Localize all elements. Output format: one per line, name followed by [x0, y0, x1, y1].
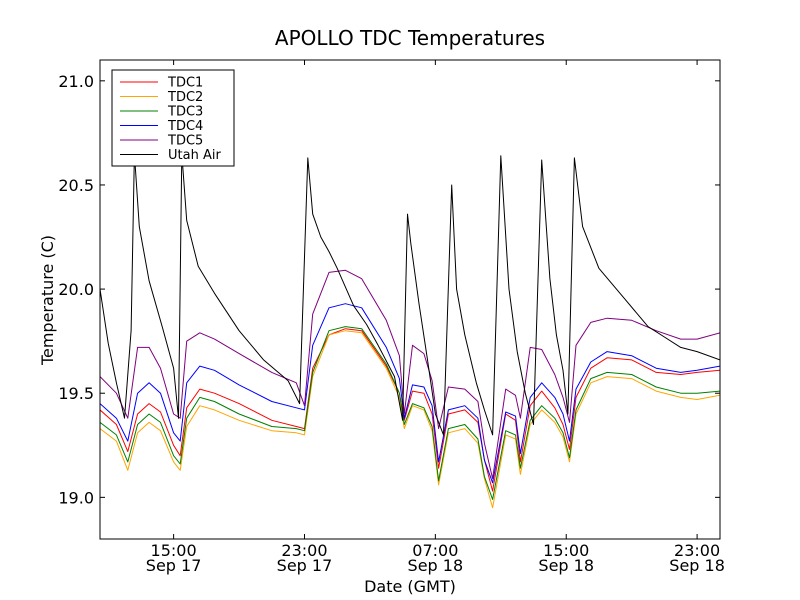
y-tick-label: 19.0 [58, 488, 94, 507]
x-tick-time-label: 15:00 [543, 541, 589, 560]
x-tick-date-label: Sep 18 [408, 556, 464, 575]
series-line-tdc4 [100, 303, 720, 484]
y-axis-title: Temperature (C) [38, 235, 57, 366]
x-tick-time-label: 23:00 [674, 541, 720, 560]
legend-label-tdc3: TDC3 [167, 105, 203, 120]
legend-box [111, 69, 235, 167]
legend-label-tdc2: TDC2 [167, 90, 203, 105]
legend-label-tdc1: TDC1 [167, 76, 203, 91]
y-tick-label: 20.0 [58, 280, 94, 299]
series-line-tdc3 [100, 326, 720, 500]
chart-title: APOLLO TDC Temperatures [275, 26, 545, 50]
y-tick-label: 19.5 [58, 384, 94, 403]
series-line-utah-air [100, 153, 720, 436]
legend-label-tdc5: TDC5 [167, 134, 203, 149]
y-tick-label: 20.5 [58, 176, 94, 195]
x-axis-title: Date (GMT) [364, 577, 456, 596]
series-line-tdc5 [100, 269, 720, 480]
series-layer [100, 153, 720, 509]
x-tick-time-label: 23:00 [281, 541, 327, 560]
y-axis: 19.0 19.5 20.0 20.5 21.0 [58, 72, 720, 507]
plot-frame [99, 59, 721, 540]
x-tick-time-label: 07:00 [412, 541, 458, 560]
x-tick-date-label: Sep 18 [538, 556, 594, 575]
series-line-tdc2 [100, 330, 720, 509]
legend-label-tdc4: TDC4 [167, 119, 203, 134]
x-tick-date-label: Sep 18 [669, 556, 725, 575]
y-tick-label: 21.0 [58, 72, 94, 91]
x-tick-date-label: Sep 17 [146, 556, 202, 575]
series-line-tdc1 [100, 328, 720, 492]
x-tick-date-label: Sep 17 [277, 556, 333, 575]
legend-label-utah-air: Utah Air [168, 148, 221, 163]
x-tick-time-label: 15:00 [151, 541, 197, 560]
